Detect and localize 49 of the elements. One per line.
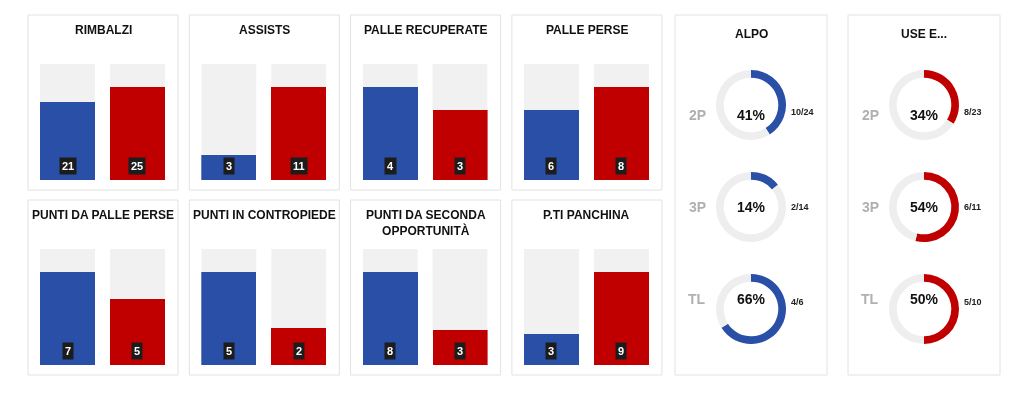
text: 3P — [689, 199, 707, 215]
text: 8/23 — [964, 107, 982, 117]
data-label: 21 — [62, 160, 75, 172]
chart-title: ASSISTS — [239, 23, 291, 37]
text: 50% — [910, 291, 939, 307]
data-label: 6 — [548, 160, 555, 172]
data-label: 8 — [387, 345, 394, 357]
data-label: 3 — [226, 160, 233, 172]
donut-slice — [751, 172, 778, 190]
data-label: 8 — [618, 160, 625, 172]
donut-slice — [889, 70, 954, 140]
text: 5/10 — [964, 297, 982, 307]
data-label: 25 — [131, 160, 144, 172]
chart-title: PUNTI DA SECONDA OPPORTUNITÀ — [366, 208, 486, 238]
data-label: 3 — [457, 160, 464, 172]
text: 4/6 — [791, 297, 804, 307]
data-label: 4 — [387, 160, 394, 172]
data-label: 7 — [65, 345, 72, 357]
text: 41% — [737, 107, 766, 123]
chart-title: PUNTI IN CONTROPIEDE — [193, 208, 336, 222]
chart-title: P.TI PANCHINA — [543, 208, 630, 222]
text: USE E... — [901, 27, 948, 41]
data-label: 9 — [618, 345, 625, 357]
text: 10/24 — [791, 107, 814, 117]
chart-title: RIMBALZI — [75, 23, 133, 37]
text: ALPO — [735, 27, 769, 41]
text: 2P — [689, 107, 707, 123]
data-label: 5 — [226, 345, 233, 357]
data-label: 5 — [134, 345, 141, 357]
donut-slice — [716, 172, 786, 242]
donut-slice — [721, 274, 786, 344]
data-label: 11 — [293, 160, 305, 172]
text: 3P — [862, 199, 880, 215]
text: 14% — [737, 199, 766, 215]
donut-slice — [716, 70, 770, 140]
data-label: 3 — [457, 345, 464, 357]
data-label: 2 — [296, 345, 303, 357]
chart-title: PUNTI DA PALLE PERSE — [32, 208, 175, 222]
text: 54% — [910, 199, 939, 215]
text: 2/14 — [791, 202, 809, 212]
text: 6/11 — [964, 202, 982, 212]
data-label: 3 — [548, 345, 555, 357]
text: TL — [688, 291, 706, 307]
text: 2P — [862, 107, 880, 123]
chart-title: PALLE RECUPERATE — [364, 23, 488, 37]
chart-title: PALLE PERSE — [546, 23, 629, 37]
text: 66% — [737, 291, 766, 307]
text: 34% — [910, 107, 939, 123]
text: TL — [861, 291, 879, 307]
